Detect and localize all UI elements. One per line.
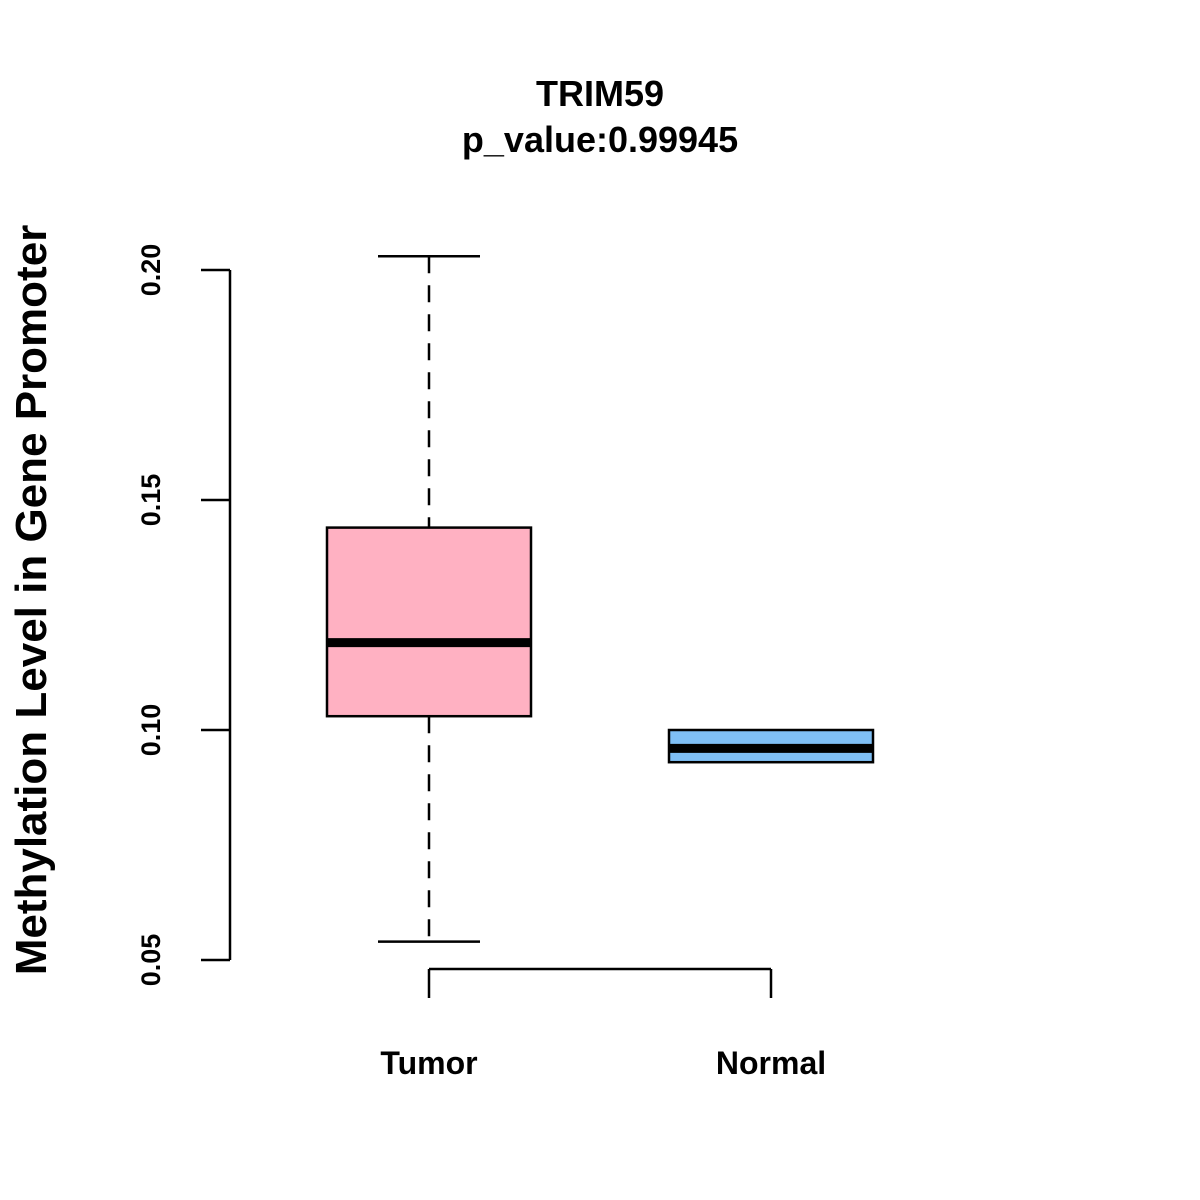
y-tick-label-0: 0.05: [136, 934, 166, 987]
y-tick-label-2: 0.15: [136, 474, 166, 527]
x-tick-label-tumor: Tumor: [380, 1045, 477, 1081]
y-axis-label: Methylation Level in Gene Promoter: [7, 225, 56, 976]
y-tick-label-3: 0.20: [136, 244, 166, 297]
x-axis: Tumor Normal: [380, 967, 826, 1081]
box-normal: [667, 728, 875, 764]
boxes-group: [325, 254, 875, 943]
box-tumor: [325, 254, 533, 943]
chart-title: TRIM59: [536, 73, 664, 114]
y-axis: 0.05 0.10 0.15 0.20: [136, 244, 232, 987]
x-tick-label-normal: Normal: [716, 1045, 826, 1081]
chart-subtitle: p_value:0.99945: [462, 119, 738, 160]
y-tick-label-1: 0.10: [136, 704, 166, 757]
iqr-box-tumor: [325, 526, 533, 718]
